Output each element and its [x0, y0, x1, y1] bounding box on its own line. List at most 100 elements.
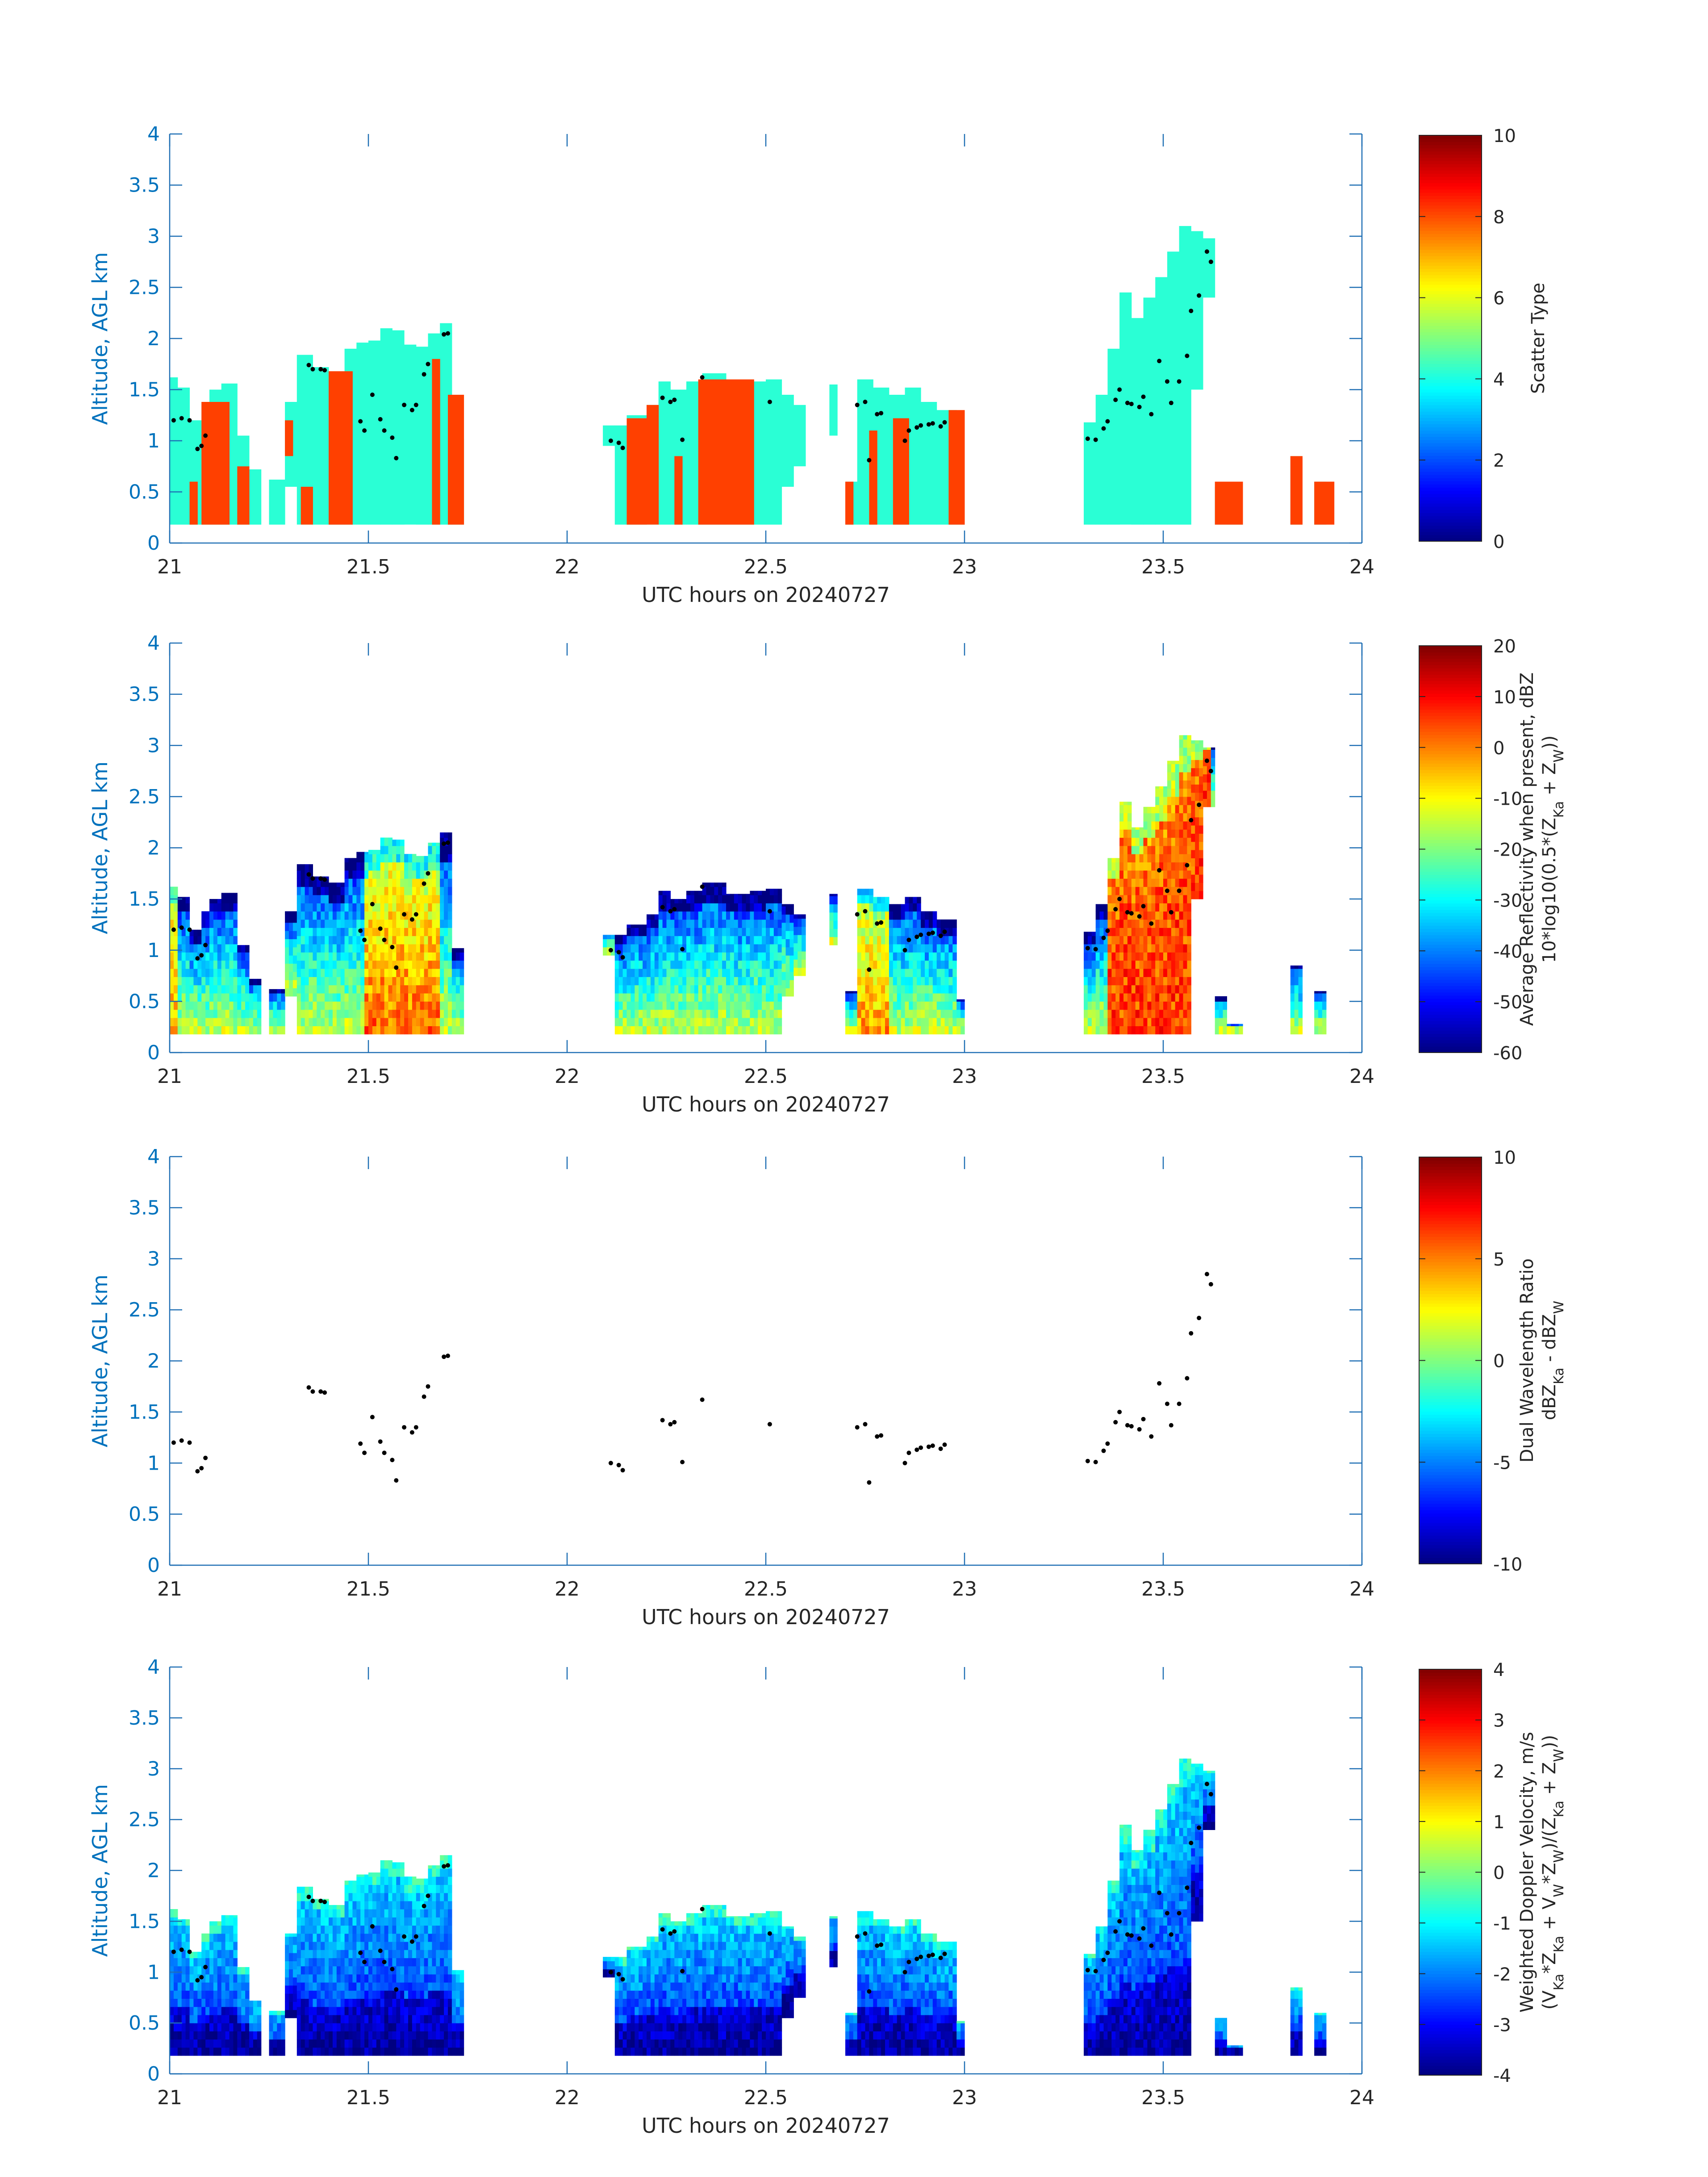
heatmap-cell	[710, 911, 714, 920]
heatmap-cell	[225, 1950, 230, 1958]
colorbar-step	[1419, 306, 1482, 310]
heatmap-cell	[1159, 960, 1164, 969]
heatmap-cell	[317, 1026, 321, 1035]
cloud-base-point	[306, 872, 311, 877]
colorbar-frame	[1419, 135, 1482, 542]
heatmap-cell	[1171, 1009, 1176, 1018]
heatmap-cell	[325, 969, 329, 977]
heatmap-cell	[177, 952, 182, 961]
heatmap-cell	[662, 969, 667, 977]
heatmap-cell	[1171, 1018, 1176, 1026]
heatmap-cell	[336, 928, 341, 936]
heatmap-cell	[420, 952, 425, 961]
heatmap-cell	[1155, 813, 1160, 822]
heatmap-cell	[396, 969, 401, 977]
heatmap-cell	[305, 1901, 309, 1910]
heatmap-cell	[364, 911, 369, 920]
heatmap-cell	[317, 886, 321, 895]
heatmap-cell	[344, 903, 349, 912]
heatmap-cell	[925, 993, 929, 1002]
heatmap-cell	[777, 969, 782, 977]
heatmap-cell	[213, 1966, 218, 1975]
heatmap-cell	[221, 1950, 226, 1958]
heatmap-cell	[722, 985, 727, 994]
heatmap-cell	[773, 895, 778, 903]
heatmap-cell	[1111, 1018, 1116, 1026]
heatmap-cell	[1084, 969, 1088, 977]
heatmap-cell	[674, 1009, 679, 1018]
heatmap-cell	[618, 944, 623, 953]
heatmap-cell	[928, 1018, 933, 1026]
heatmap-cell	[1195, 817, 1199, 826]
colorbar-step	[1419, 677, 1482, 681]
heatmap-cell	[380, 960, 385, 969]
colorbar-step	[1419, 1414, 1482, 1418]
heatmap-cell	[348, 1974, 353, 1983]
heatmap-cell	[225, 2047, 230, 2056]
heatmap-cell	[1103, 985, 1108, 994]
heatmap-cell	[448, 837, 452, 846]
heatmap-cell	[388, 870, 393, 879]
heatmap-cell	[396, 870, 401, 879]
heatmap-cell	[332, 903, 337, 912]
colorbar-step	[1419, 1281, 1482, 1285]
heatmap-cell	[658, 895, 663, 903]
heatmap-cell	[448, 1018, 452, 1026]
heatmap-cell	[1294, 985, 1299, 994]
heatmap-cell	[932, 1009, 937, 1018]
heatmap-cell	[905, 919, 909, 928]
heatmap-cell	[225, 895, 230, 903]
colorbar-step	[1419, 408, 1482, 412]
heatmap-cell	[658, 944, 663, 953]
colorbar-step	[1419, 255, 1482, 259]
heatmap-cell	[233, 1950, 238, 1958]
x-tick-label: 22	[555, 556, 580, 578]
heatmap-cell	[301, 1901, 305, 1910]
heatmap-cell	[1135, 862, 1140, 871]
heatmap-cell	[714, 985, 718, 994]
heatmap-cell	[400, 862, 405, 871]
colorbar-step	[1419, 1475, 1482, 1479]
colorbar-step	[1419, 865, 1482, 869]
heatmap-cell	[1111, 1009, 1116, 1018]
heatmap-cell	[237, 1998, 242, 2007]
heatmap-cell	[647, 952, 651, 961]
colorbar-tick-label: 10	[1493, 1148, 1516, 1168]
heatmap-cell	[400, 952, 405, 961]
cloud-base-point	[446, 331, 450, 336]
heatmap-cell	[1091, 1018, 1096, 1026]
heatmap-cell	[773, 1018, 778, 1026]
heatmap-cell	[170, 1026, 174, 1035]
heatmap-cell	[217, 960, 222, 969]
heatmap-cell	[1127, 919, 1132, 928]
heatmap-cell	[936, 969, 941, 977]
heatmap-cell	[861, 936, 866, 944]
heatmap-cell	[853, 1018, 858, 1026]
y-tick-label: 1	[147, 1452, 160, 1475]
heatmap-cell	[177, 2014, 182, 2023]
heatmap-cell	[340, 2006, 345, 2015]
colorbar-step	[1419, 395, 1482, 399]
heatmap-cell	[948, 928, 953, 936]
heatmap-cell	[253, 993, 258, 1002]
heatmap-cell	[201, 2047, 206, 2056]
heatmap-cell	[344, 977, 349, 986]
heatmap-cell	[877, 944, 881, 953]
heatmap-cell	[622, 936, 627, 944]
heatmap-cell	[865, 977, 869, 986]
colorbar-step	[1419, 446, 1482, 450]
heatmap-cell	[932, 1018, 937, 1026]
heatmap-cell	[714, 960, 718, 969]
heatmap-cell	[750, 960, 754, 969]
heatmap-cell	[444, 960, 448, 969]
heatmap-cell	[1187, 805, 1191, 814]
heatmap-cell	[444, 919, 448, 928]
heatmap-cell	[340, 911, 345, 920]
heatmap-cell	[1175, 862, 1180, 871]
heatmap-cell	[329, 2047, 333, 2056]
heatmap-cell	[1131, 936, 1136, 944]
heatmap-cell	[356, 969, 361, 977]
heatmap-cell	[296, 870, 301, 879]
heatmap-cell	[451, 985, 456, 994]
heatmap-cell	[412, 1001, 417, 1010]
